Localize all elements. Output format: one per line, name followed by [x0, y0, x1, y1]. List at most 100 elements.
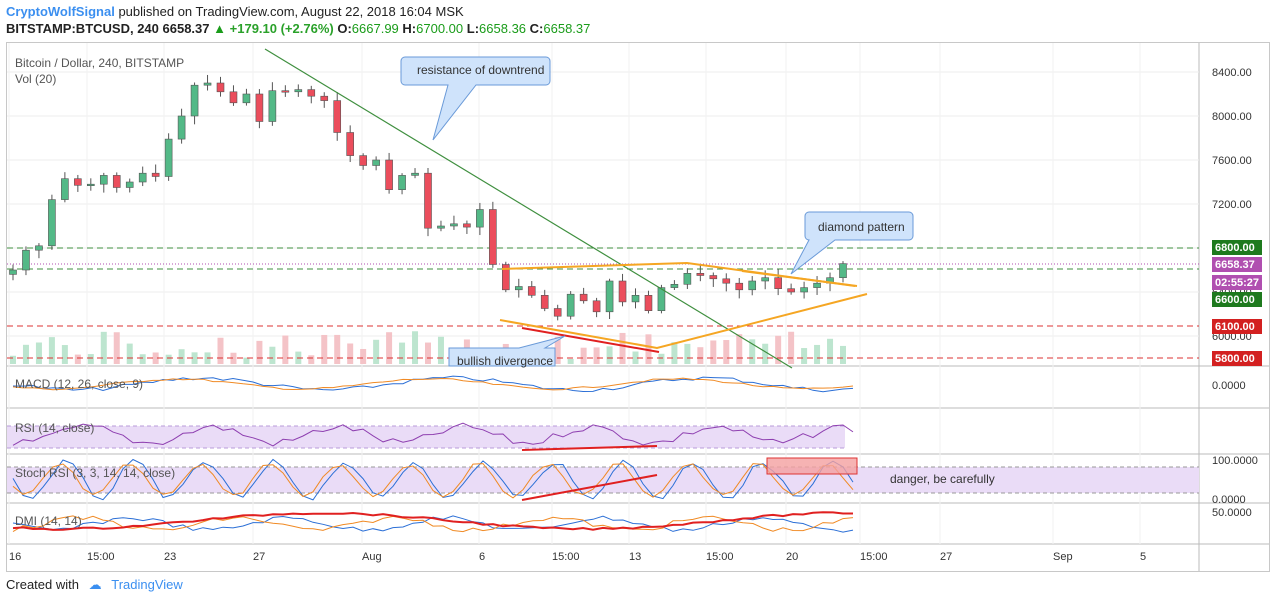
price-tick-label: 8000.00 [1212, 111, 1252, 123]
price-tick-label: 7600.00 [1212, 155, 1252, 167]
volume-bar [191, 352, 198, 364]
candle-body [125, 181, 134, 188]
volume-bar [334, 334, 341, 364]
candle-body [566, 293, 575, 317]
author-link[interactable]: CryptoWolfSignal [6, 4, 115, 19]
volume-bar [723, 340, 730, 364]
volume-bar [827, 338, 834, 364]
time-tick-label: 13 [629, 551, 641, 563]
volume-bar [593, 347, 600, 364]
bullish-label: bullish divergence [457, 354, 553, 368]
volume-bar [736, 334, 743, 364]
candle-body [618, 280, 627, 303]
volume-bar [87, 354, 94, 364]
candle-body [398, 175, 406, 190]
volume-bar [139, 354, 146, 364]
macd-axis-value: 0.0000 [1212, 380, 1246, 392]
price-tags: 6800.00 6658.37 02:55:27 6600.00 6100.00… [1212, 240, 1262, 366]
candle-body [514, 286, 523, 291]
candle-body [242, 93, 251, 104]
chart-area[interactable]: resistance of downtrend diamond pattern … [6, 42, 1270, 572]
candle-body [670, 284, 679, 288]
time-tick-label: 15:00 [87, 551, 115, 563]
candle-body [346, 132, 354, 156]
volume-bar [360, 348, 367, 364]
tag-last-bg [1212, 257, 1262, 272]
candle-body [605, 280, 614, 313]
bullish-callout[interactable]: bullish divergence [448, 335, 566, 368]
candle-body [35, 245, 43, 251]
volume-label: Vol (20) [15, 72, 56, 86]
tag-6100-bg [1212, 319, 1262, 334]
time-tick-label: 27 [940, 551, 952, 563]
candle-body [579, 293, 588, 302]
danger-label: danger, be carefully [890, 472, 995, 486]
volume-bar [269, 346, 276, 364]
candle-body [813, 282, 821, 288]
diamond-callout[interactable]: diamond pattern [790, 211, 914, 275]
candlesticks [9, 74, 847, 321]
danger-zone [766, 457, 858, 475]
rsi-pane: RSI (14, close) [7, 421, 854, 451]
volume-bar [554, 336, 561, 364]
main-pane-title: Bitcoin / Dollar, 240, BITSTAMP [15, 56, 184, 70]
time-tick-label: 5 [1140, 551, 1146, 563]
published-text: published on TradingView.com, August 22,… [118, 4, 464, 19]
candle-body [268, 90, 277, 122]
volume-bar [217, 337, 224, 364]
resistance-callout[interactable]: resistance of downtrend [400, 56, 551, 141]
volume-bar [801, 348, 808, 364]
volume-bar [256, 340, 263, 364]
time-tick-label: 15:00 [860, 551, 888, 563]
candle-body [177, 115, 186, 140]
candle-body [48, 199, 56, 247]
volume-bar [606, 346, 613, 364]
tag-6800-bg [1212, 240, 1262, 255]
macd-signal-line [12, 377, 854, 391]
volume-bar [437, 336, 444, 364]
volume-bar [425, 342, 431, 364]
candle-body [592, 300, 601, 313]
candle-body [787, 288, 795, 293]
volume-bar [165, 354, 172, 364]
candle-body [307, 89, 316, 97]
tradingview-logo-icon[interactable]: ☁ [88, 577, 102, 592]
close-label: C: [529, 21, 544, 36]
chart-svg[interactable]: resistance of downtrend diamond pattern … [7, 43, 1269, 571]
callout-bubble [400, 56, 551, 141]
time-tick-label: Aug [362, 551, 382, 563]
volume-bar [113, 332, 120, 364]
candle-body [437, 225, 445, 229]
tradingview-link[interactable]: TradingView [111, 577, 183, 592]
downtrend-line [264, 48, 793, 369]
stoch-pane: danger, be carefully Stoch RSI (3, 3, 14… [7, 455, 1258, 506]
candle-body [631, 295, 640, 303]
tag-6600-bg [1212, 292, 1262, 307]
candle-body [333, 100, 342, 133]
last-price: 6658.37 [162, 21, 210, 36]
candle-body [320, 95, 329, 101]
time-axis[interactable]: 16 15:00 23 27 Aug 6 15:00 13 15:00 20 15:00 27 Sep 5 [9, 551, 1146, 563]
tag-timer: 02:55:27 [1215, 277, 1259, 289]
volume-bar [321, 334, 328, 364]
price-tick-label: 7200.00 [1212, 199, 1252, 211]
volume-bar [178, 349, 185, 364]
volume-bar [399, 342, 406, 364]
stoch-k-line [12, 458, 854, 501]
candle-body [644, 295, 653, 312]
volume-bar [710, 340, 717, 364]
volume-bar [308, 355, 315, 364]
candle-body [774, 277, 782, 289]
volume-bar [373, 339, 380, 364]
candle-body [540, 295, 549, 309]
time-tick-label: 15:00 [706, 551, 734, 563]
diamond-bottom-line [499, 293, 868, 350]
candle-body [229, 91, 238, 104]
open-value: 6667.99 [351, 21, 399, 36]
low-label: L: [466, 21, 480, 36]
callout-bubble [790, 211, 914, 275]
candle-body [761, 277, 769, 282]
symbol-name: BITSTAMP:BTCUSD, 240 [6, 21, 159, 36]
stoch-axis-bottom: 0.0000 [1212, 494, 1246, 506]
macd-line [12, 375, 854, 393]
